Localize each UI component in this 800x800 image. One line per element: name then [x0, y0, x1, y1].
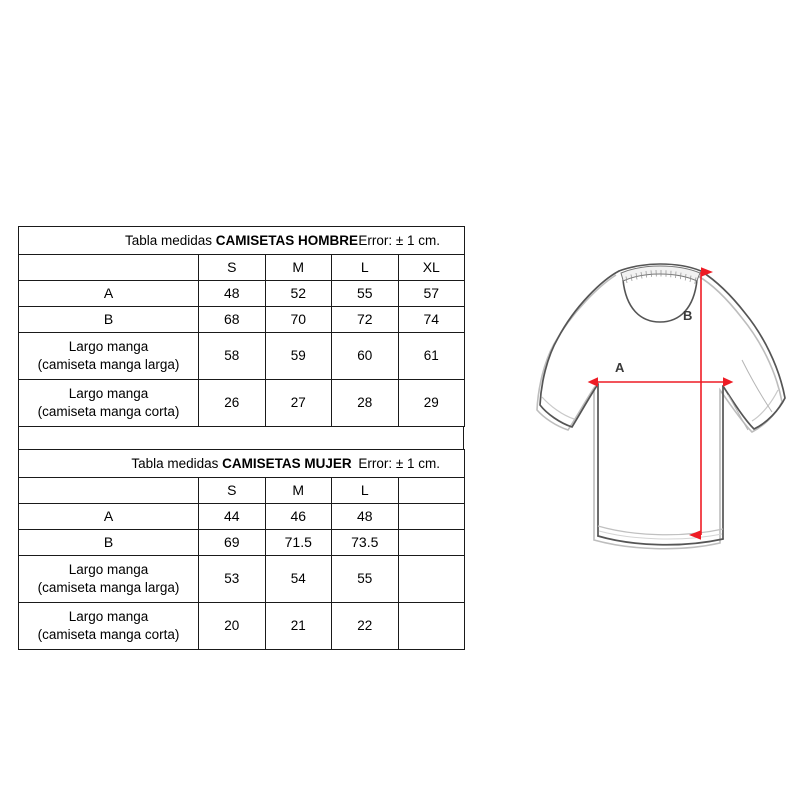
size-table-hombre: Tabla medidas CAMISETAS HOMBRE Error: ± … [17, 226, 466, 427]
table-row: Largo manga (camiseta manga corta) 20 21… [18, 602, 466, 650]
cell-manga-larga-l: 60 [331, 332, 399, 380]
table-row: Largo manga (camiseta manga larga) 58 59… [18, 332, 466, 380]
table-spacer-strip [18, 426, 464, 450]
table-title-prefix: Tabla medidas [124, 232, 216, 248]
size-tables-container: Tabla medidas CAMISETAS HOMBRE Error: ± … [17, 226, 466, 650]
cell-a-m: 46 [264, 503, 332, 530]
row-label-line1: Largo manga [68, 562, 149, 578]
cell-b-s: 68 [198, 306, 266, 333]
cell-manga-larga-m: 59 [264, 332, 332, 380]
col-header-s: S [198, 477, 266, 504]
cell-a-m: 52 [264, 280, 332, 307]
row-label-line1: Largo manga [68, 609, 149, 625]
col-header-m: M [264, 477, 332, 504]
table-row: Largo manga (camiseta manga larga) 53 54… [18, 555, 466, 603]
spacer-cell [18, 426, 464, 450]
col-header-l: L [331, 477, 399, 504]
cell-manga-larga-s: 53 [198, 555, 266, 603]
table-title-row: Tabla medidas CAMISETAS HOMBRE Error: ± … [17, 226, 466, 255]
cell-manga-corta-empty [397, 602, 466, 650]
row-label-b: B [18, 529, 199, 556]
col-header-blank [18, 477, 199, 504]
row-label-a: A [18, 503, 199, 530]
cell-b-s: 69 [198, 529, 266, 556]
cell-a-empty [397, 503, 466, 530]
row-label-a: A [18, 280, 199, 307]
table-header-row: S M L [18, 477, 466, 504]
sleeve-fold-lines [727, 359, 773, 431]
shirt-hem [597, 525, 724, 536]
cell-manga-larga-m: 54 [264, 555, 332, 603]
cell-b-m: 71.5 [264, 529, 332, 556]
cell-manga-corta-l: 22 [331, 602, 399, 650]
row-label-line2: (camiseta manga larga) [37, 580, 180, 595]
table-header-row: S M L XL [18, 254, 466, 281]
cell-manga-corta-s: 26 [198, 379, 266, 427]
table-row: A 44 46 48 [18, 503, 466, 530]
col-header-m: M [264, 254, 332, 281]
cell-manga-larga-s: 58 [198, 332, 266, 380]
cell-b-m: 70 [264, 306, 332, 333]
cell-a-s: 48 [198, 280, 266, 307]
cell-manga-corta-m: 21 [264, 602, 332, 650]
dimension-label-a: A [615, 360, 625, 375]
row-label-line2: (camiseta manga corta) [37, 627, 180, 642]
cell-a-xl: 57 [397, 280, 466, 307]
table-error-note: Error: ± 1 cm. [358, 455, 441, 471]
col-header-xl: XL [397, 254, 466, 281]
table-row: Largo manga (camiseta manga corta) 26 27… [18, 379, 466, 427]
col-header-l: L [331, 254, 399, 281]
cell-a-l: 48 [331, 503, 399, 530]
sleeve-hem-left [541, 396, 575, 420]
row-label-line1: Largo manga [68, 386, 149, 402]
cell-a-l: 55 [331, 280, 399, 307]
table-row: B 69 71.5 73.5 [18, 529, 466, 556]
cell-b-empty [397, 529, 466, 556]
col-header-empty [397, 477, 466, 504]
cell-b-xl: 74 [397, 306, 466, 333]
row-label-manga-corta: Largo manga (camiseta manga corta) [18, 602, 199, 650]
cell-manga-larga-empty [397, 555, 466, 603]
shirt-outline-shadow [536, 274, 783, 550]
t-shirt-measurement-diagram: A B [520, 240, 800, 580]
col-header-blank [18, 254, 199, 281]
table-title-mujer: Tabla medidas CAMISETAS MUJER Error: ± 1… [17, 449, 466, 478]
cell-manga-corta-l: 28 [331, 379, 399, 427]
table-title-bold: CAMISETAS HOMBRE [215, 232, 359, 248]
row-label-manga-larga: Largo manga (camiseta manga larga) [18, 555, 199, 603]
row-label-b: B [18, 306, 199, 333]
sleeve-hem-right [751, 389, 779, 422]
row-label-manga-corta: Largo manga (camiseta manga corta) [18, 379, 199, 427]
row-label-line2: (camiseta manga corta) [37, 404, 180, 419]
row-label-line1: Largo manga [68, 339, 149, 355]
row-label-line2: (camiseta manga larga) [37, 357, 180, 372]
row-label-manga-larga: Largo manga (camiseta manga larga) [18, 332, 199, 380]
table-title-bold: CAMISETAS MUJER [222, 455, 352, 471]
cell-manga-corta-xl: 29 [397, 379, 466, 427]
table-title-row: Tabla medidas CAMISETAS MUJER Error: ± 1… [17, 449, 466, 478]
cell-manga-larga-l: 55 [331, 555, 399, 603]
col-header-s: S [198, 254, 266, 281]
cell-manga-corta-m: 27 [264, 379, 332, 427]
table-row: B 68 70 72 74 [18, 306, 466, 333]
cell-b-l: 72 [331, 306, 399, 333]
cell-b-l: 73.5 [331, 529, 399, 556]
collar-rib-band [620, 265, 701, 284]
size-table-mujer: Tabla medidas CAMISETAS MUJER Error: ± 1… [17, 449, 466, 650]
table-error-note: Error: ± 1 cm. [358, 232, 441, 248]
cell-manga-larga-xl: 61 [397, 332, 466, 380]
table-row: A 48 52 55 57 [18, 280, 466, 307]
shirt-outline [539, 270, 786, 546]
table-title-prefix: Tabla medidas [131, 455, 223, 471]
table-title-hombre: Tabla medidas CAMISETAS HOMBRE Error: ± … [17, 226, 466, 255]
dimension-label-b: B [683, 308, 692, 323]
cell-a-s: 44 [198, 503, 266, 530]
cell-manga-corta-s: 20 [198, 602, 266, 650]
